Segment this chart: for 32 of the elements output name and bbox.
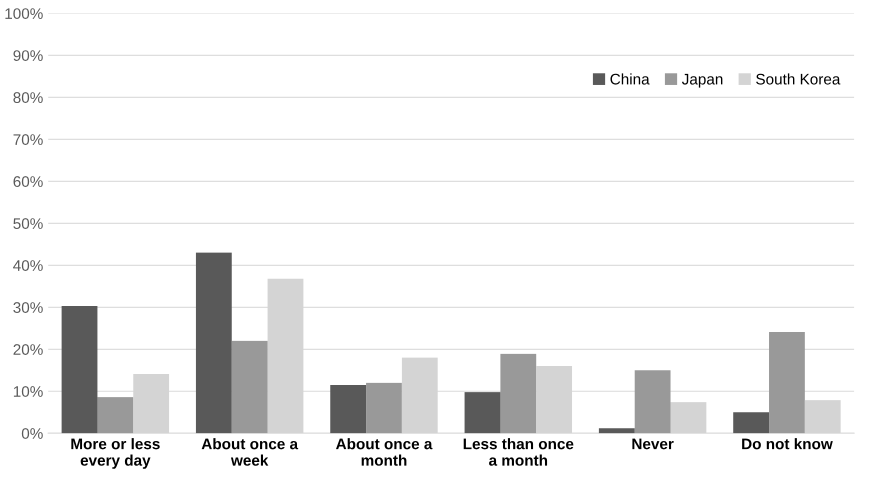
y-tick-label: 50% [13,218,43,229]
bar [634,370,671,434]
bar [97,397,134,434]
x-tick-label: About once a week [202,438,298,466]
x-tick-label: More or less every day [71,438,160,469]
x-tick-label: About once a month [336,438,432,466]
bar [232,340,268,434]
legend-label: Japan [682,74,722,88]
x-tick-label: Less than once a month [464,438,574,466]
y-tick-label: 40% [13,260,43,271]
y-tick-label: 90% [13,50,43,62]
y-tick-label: 80% [13,92,43,104]
y-tick-label: 20% [14,344,43,355]
bar [500,354,536,434]
bar [733,412,770,434]
bar [366,382,402,434]
bar [330,384,366,434]
y-tick-label: 0% [22,428,43,439]
y-tick-label: 70% [14,134,43,145]
y-tick-label: 100% [5,8,43,20]
legend-label: South Korea [756,73,840,85]
y-tick-label: 60% [14,176,43,187]
y-tick-label: 10% [14,386,43,397]
bar [464,392,500,434]
bar [62,306,98,434]
bar [769,332,805,434]
bar [196,252,232,434]
x-tick-label: Do not know [742,438,833,450]
x-tick-label: Never [632,438,674,450]
legend-label: China [610,73,650,85]
bar [598,428,635,434]
y-tick-label: 30% [13,302,43,313]
